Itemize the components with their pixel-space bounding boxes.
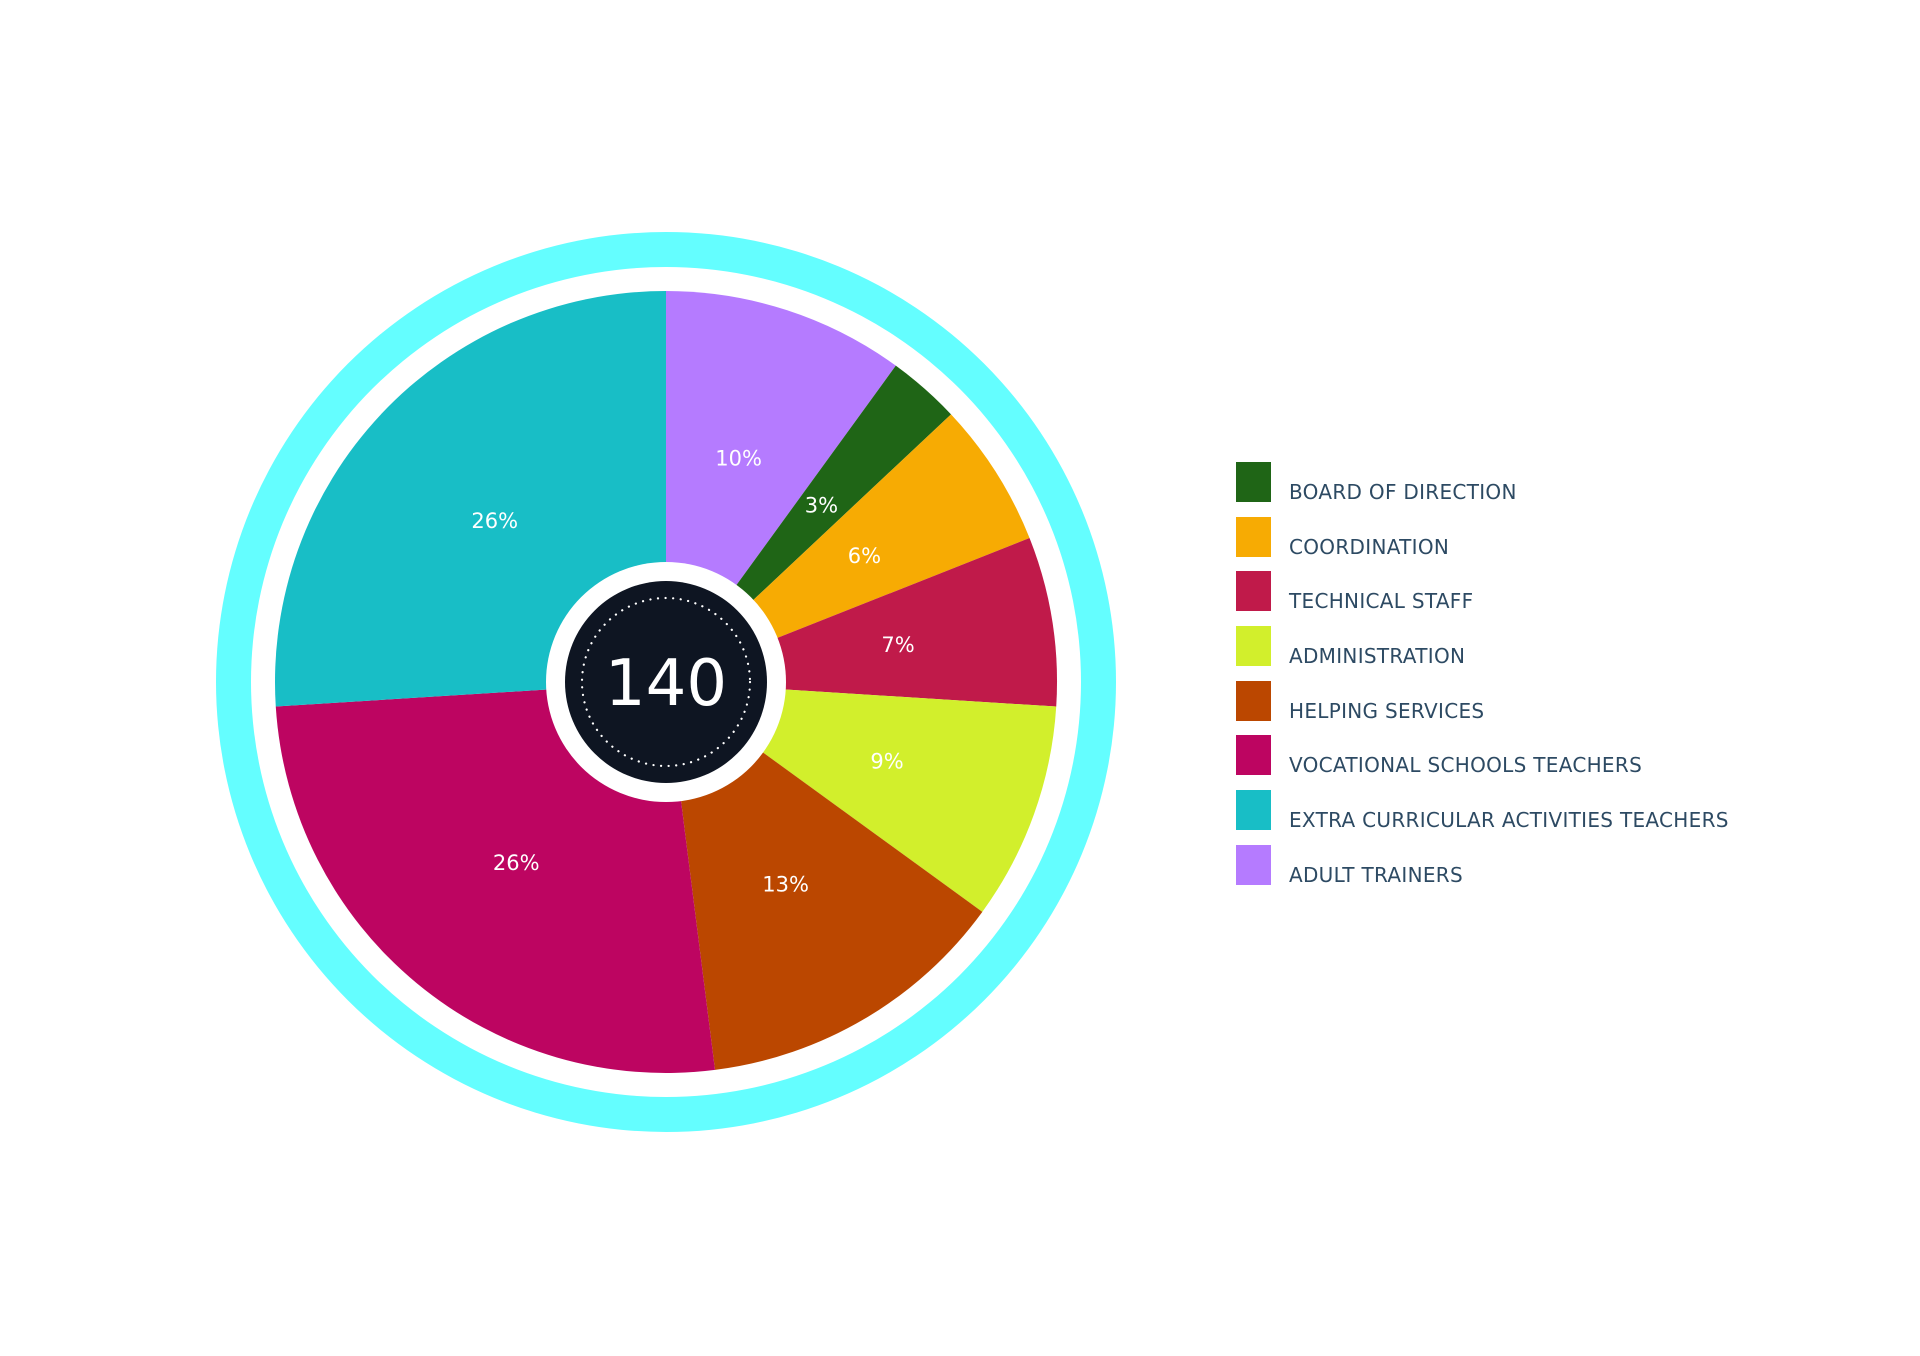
pie-slice-extra-curricular-activities-teachers <box>274 291 666 707</box>
center-dotted-ring <box>580 596 752 768</box>
legend-swatch <box>1236 680 1271 721</box>
legend-label: ADULT TRAINERS <box>1289 862 1463 887</box>
slice-labels: 10% 3% 6% 7% 9% 13% 26% 26% <box>471 447 914 897</box>
slice-label-vocational-schools-teachers: 26% <box>493 851 540 875</box>
slice-label-coordination: 6% <box>848 544 881 568</box>
slice-label-adult-trainers: 10% <box>715 447 762 471</box>
slice-label-board-of-direction: 3% <box>805 494 838 518</box>
legend-label: TECHNICAL STAFF <box>1289 589 1474 614</box>
legend-swatch <box>1236 735 1271 776</box>
legend-swatch <box>1236 571 1271 612</box>
legend-label: ADMINISTRATION <box>1289 644 1466 669</box>
center-disc <box>565 581 767 783</box>
legend-swatch <box>1236 626 1271 667</box>
legend-label: EXTRA CURRICULAR ACTIVITIES TEACHERS <box>1289 808 1729 833</box>
slice-label-technical-staff: 7% <box>881 633 914 657</box>
slice-label-helping-services: 13% <box>762 872 809 896</box>
slice-label-administration: 9% <box>870 750 903 774</box>
legend-swatch <box>1236 462 1271 502</box>
legend-label: VOCATIONAL SCHOOLS TEACHERS <box>1289 753 1643 778</box>
legend-swatch <box>1236 844 1271 885</box>
legend-swatch <box>1236 516 1271 557</box>
legend-label: BOARD OF DIRECTION <box>1289 480 1517 504</box>
legend-swatch <box>1236 790 1271 831</box>
pie-slice-helping-services <box>666 682 983 1070</box>
legend-label: HELPING SERVICES <box>1289 698 1485 723</box>
legend-label: COORDINATION <box>1289 534 1450 559</box>
center-total-value: 140 <box>605 647 727 721</box>
slice-label-extra-curricular-activities-teachers: 26% <box>471 509 518 533</box>
